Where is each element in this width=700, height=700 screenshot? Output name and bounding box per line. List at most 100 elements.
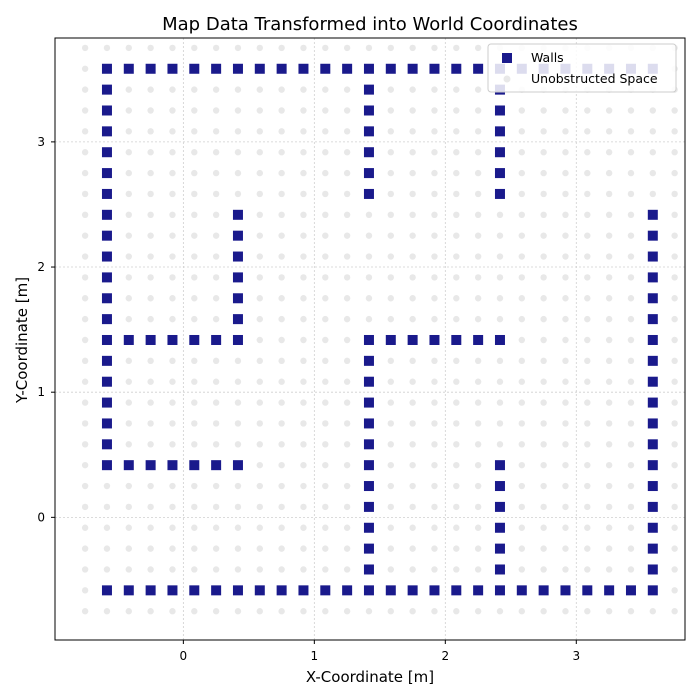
wall-point [363,439,374,450]
unobstructed-point [147,232,154,239]
unobstructed-point [474,169,482,177]
unobstructed-point [147,253,154,260]
unobstructed-point [103,545,111,552]
unobstructed-point [584,107,591,114]
unobstructed-point [671,149,678,156]
unobstructed-point [409,107,416,114]
wall-point [363,105,374,116]
unobstructed-point [605,461,613,469]
unobstructed-point [671,420,678,427]
unobstructed-point [453,608,460,615]
unobstructed-point [584,420,591,427]
unobstructed-point [431,128,438,135]
unobstructed-point [343,274,351,281]
unobstructed-point [234,608,242,615]
wall-point [647,460,658,471]
unobstructed-point [474,232,482,239]
unobstructed-point [409,44,416,52]
unobstructed-point [278,44,285,52]
wall-point [363,397,374,408]
wall-point [101,168,112,179]
unobstructed-point [671,545,678,552]
unobstructed-point [278,128,285,135]
wall-point [211,460,222,471]
unobstructed-point [278,149,285,156]
unobstructed-point [212,295,220,302]
unobstructed-point [191,503,198,511]
unobstructed-point [103,503,111,511]
unobstructed-point [125,211,132,219]
unobstructed-point [256,128,263,135]
wall-point [101,585,112,596]
unobstructed-point [431,503,438,511]
unobstructed-point [278,441,285,448]
wall-point [363,418,374,429]
unobstructed-point [125,315,132,323]
unobstructed-point [169,378,176,385]
unobstructed-point [627,441,635,448]
unobstructed-point [169,128,176,135]
unobstructed-point [278,503,285,511]
unobstructed-point [474,461,482,469]
unobstructed-point [147,315,154,323]
unobstructed-point [387,420,394,427]
wall-point [363,522,374,533]
unobstructed-point [125,545,132,552]
unobstructed-point [81,420,89,427]
unobstructed-point [671,295,678,302]
unobstructed-point [649,169,657,177]
unobstructed-point [605,399,613,406]
unobstructed-point [431,461,438,469]
wall-point [211,334,222,345]
y-axis-label: Y-Coordinate [m] [13,277,31,404]
grid-lines [55,38,685,640]
unobstructed-point [518,315,526,323]
wall-point [494,522,505,533]
unobstructed-point [147,482,154,490]
wall-point [101,188,112,199]
wall-point [429,334,440,345]
unobstructed-point [627,107,635,114]
unobstructed-point [147,211,154,219]
unobstructed-point [605,274,613,281]
unobstructed-point [169,441,176,448]
unobstructed-point [365,274,373,281]
unobstructed-point [256,545,263,552]
unobstructed-point [147,545,154,552]
unobstructed-point [81,336,89,344]
wall-point [494,105,505,116]
unobstructed-point [256,44,263,52]
unobstructed-point [147,295,154,302]
unobstructed-point [278,608,285,615]
unobstructed-point [212,211,220,219]
unobstructed-point [409,149,416,156]
unobstructed-point [343,128,351,135]
unobstructed-point [584,128,591,135]
unobstructed-point [540,545,547,552]
unobstructed-point [256,608,263,615]
unobstructed-point [278,336,285,344]
wall-point [232,460,243,471]
unobstructed-point [584,524,591,531]
unobstructed-point [431,86,438,93]
unobstructed-point [234,399,242,406]
unobstructed-point [584,315,591,323]
unobstructed-point [169,190,176,198]
unobstructed-point [431,545,438,552]
unobstructed-point [627,566,635,573]
unobstructed-point [605,169,613,177]
unobstructed-point [365,211,373,219]
unobstructed-point [584,211,591,219]
unobstructed-point [387,441,394,448]
unobstructed-point [474,44,482,52]
unobstructed-point [474,149,482,156]
unobstructed-point [191,44,198,52]
unobstructed-point [169,503,176,511]
unobstructed-point [191,315,198,323]
unobstructed-point [431,274,438,281]
unobstructed-point [191,232,198,239]
unobstructed-point [518,169,526,177]
axis-ticks: 0 1 2 3 0 1 2 3 [37,135,580,663]
wall-point [494,585,505,596]
unobstructed-point [234,357,242,365]
